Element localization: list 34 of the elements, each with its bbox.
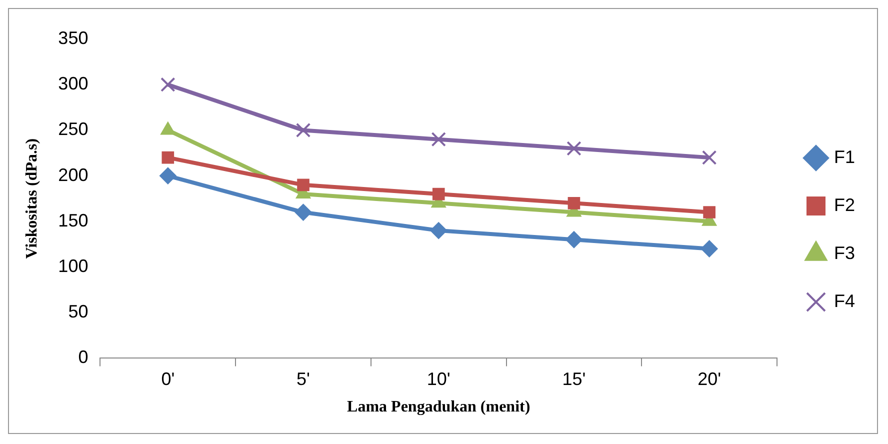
point <box>294 204 312 221</box>
x-tick-label: 15' <box>562 368 586 389</box>
point <box>430 222 448 240</box>
x-tick-label: 5' <box>296 368 310 389</box>
y-tick-label: 300 <box>58 74 88 94</box>
point <box>162 151 174 164</box>
y-tick-label: 100 <box>58 256 88 276</box>
y-tick-label: 350 <box>58 28 88 48</box>
legend-label: F1 <box>834 146 856 167</box>
legend-label: F4 <box>834 290 856 311</box>
x-tick-label: 0' <box>161 368 175 389</box>
point <box>702 150 717 165</box>
y-tick-label: 0 <box>78 347 88 368</box>
y-tick-label: 50 <box>68 302 88 322</box>
point <box>431 132 446 147</box>
point <box>432 188 445 200</box>
y-tick-label: 200 <box>58 164 88 185</box>
x-axis-title: Lama Pengadukan (menit) <box>347 398 530 416</box>
legend-label: F2 <box>834 194 856 215</box>
point <box>566 141 582 156</box>
point <box>700 240 718 258</box>
y-tick-label: 150 <box>58 210 88 230</box>
point <box>297 178 310 192</box>
point <box>565 231 582 248</box>
point <box>568 197 580 210</box>
point <box>159 167 176 184</box>
point <box>160 77 176 92</box>
x-tick-label: 20' <box>698 368 722 389</box>
point <box>296 122 311 138</box>
y-axis-title: Viskositas (dPa.s) <box>24 138 41 259</box>
y-tick-label: 250 <box>58 119 88 140</box>
point <box>703 206 716 218</box>
legend-label: F3 <box>834 242 856 263</box>
x-tick-label: 10' <box>426 368 450 389</box>
